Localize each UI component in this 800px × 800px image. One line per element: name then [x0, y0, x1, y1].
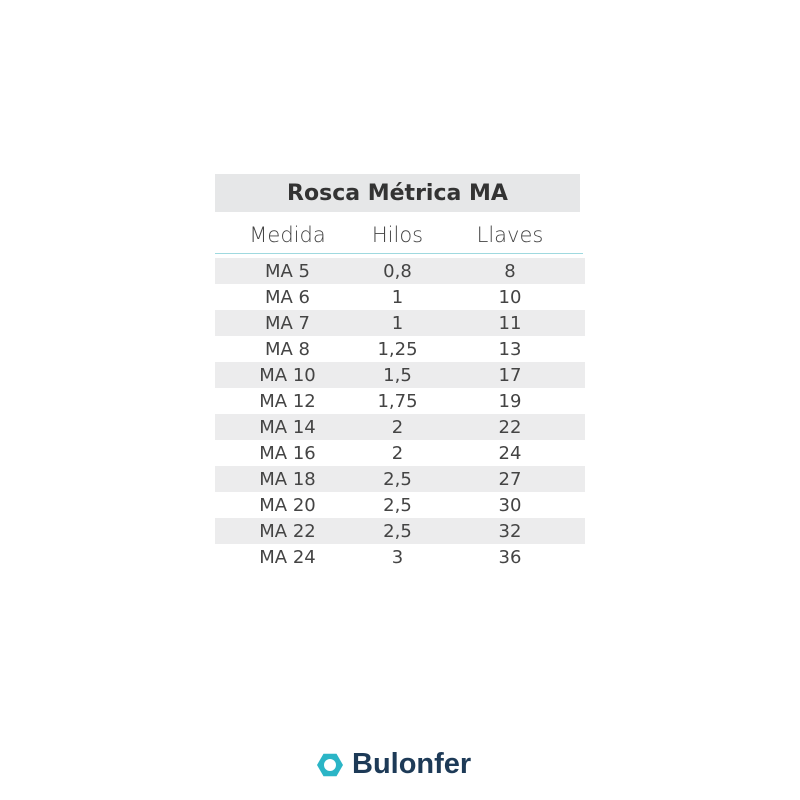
table-row: MA 5 0,8 8 [215, 258, 585, 284]
table-row: MA 18 2,5 27 [215, 466, 585, 492]
brand-name: Bulonfer [352, 748, 472, 780]
table-row: MA 7 1 11 [215, 310, 585, 336]
cell-medida: MA 10 [259, 364, 316, 386]
cell-medida: MA 20 [259, 494, 316, 516]
brand-logo: Bulonfer [316, 748, 471, 781]
cell-llaves: 27 [498, 468, 522, 490]
table-title: Rosca Métrica MA [215, 174, 580, 212]
cell-llaves: 24 [498, 442, 522, 464]
cell-medida: MA 7 [264, 312, 311, 334]
cell-llaves: 32 [498, 520, 522, 542]
cell-hilos: 2,5 [383, 468, 412, 490]
cell-llaves: 8 [504, 260, 516, 282]
cell-medida: MA 16 [259, 442, 316, 464]
cell-hilos: 0,8 [383, 260, 412, 282]
cell-hilos: 1 [391, 312, 404, 334]
cell-medida: MA 12 [259, 390, 316, 412]
table-row: MA 22 2,5 32 [215, 518, 585, 544]
cell-llaves: 11 [498, 312, 522, 334]
cell-medida: MA 24 [259, 546, 316, 568]
table-row: MA 8 1,25 13 [215, 336, 585, 362]
cell-medida: MA 22 [259, 520, 316, 542]
cell-medida: MA 14 [259, 416, 316, 438]
cell-hilos: 1 [391, 286, 404, 308]
cell-hilos: 2,5 [383, 494, 412, 516]
table-row: MA 24 3 36 [215, 544, 585, 570]
cell-medida: MA 6 [264, 286, 311, 308]
table-row: MA 12 1,75 19 [215, 388, 585, 414]
table-row: MA 6 1 10 [215, 284, 585, 310]
cell-hilos: 3 [391, 546, 404, 568]
header-divider [215, 253, 583, 254]
cell-hilos: 1,75 [377, 390, 418, 412]
cell-hilos: 1,5 [383, 364, 412, 386]
cell-llaves: 19 [498, 390, 522, 412]
cell-llaves: 22 [498, 416, 522, 438]
cell-medida: MA 8 [264, 338, 311, 360]
cell-hilos: 2,5 [383, 520, 412, 542]
table-row: MA 16 2 24 [215, 440, 585, 466]
table-row: MA 14 2 22 [215, 414, 585, 440]
cell-medida: MA 5 [264, 260, 311, 282]
cell-medida: MA 18 [259, 468, 316, 490]
cell-llaves: 36 [498, 546, 522, 568]
cell-hilos: 1,25 [377, 338, 418, 360]
table-row: MA 20 2,5 30 [215, 492, 585, 518]
table-row: MA 10 1,5 17 [215, 362, 585, 388]
cell-llaves: 30 [498, 494, 522, 516]
cell-hilos: 2 [391, 416, 404, 438]
header-hilos: Hilos [371, 223, 424, 247]
cell-llaves: 10 [498, 286, 522, 308]
header-medida: Medida [249, 223, 326, 247]
table-header: Medida Hilos Llaves [215, 218, 585, 252]
cell-hilos: 2 [391, 442, 404, 464]
cell-llaves: 17 [498, 364, 522, 386]
cell-llaves: 13 [498, 338, 522, 360]
hexagon-ring-icon [317, 753, 343, 776]
header-llaves: Llaves [476, 223, 544, 247]
table-body: MA 5 0,8 8 MA 6 1 10 MA 7 1 11 MA 8 1,25 13 MA 10 1,5… [215, 258, 585, 570]
